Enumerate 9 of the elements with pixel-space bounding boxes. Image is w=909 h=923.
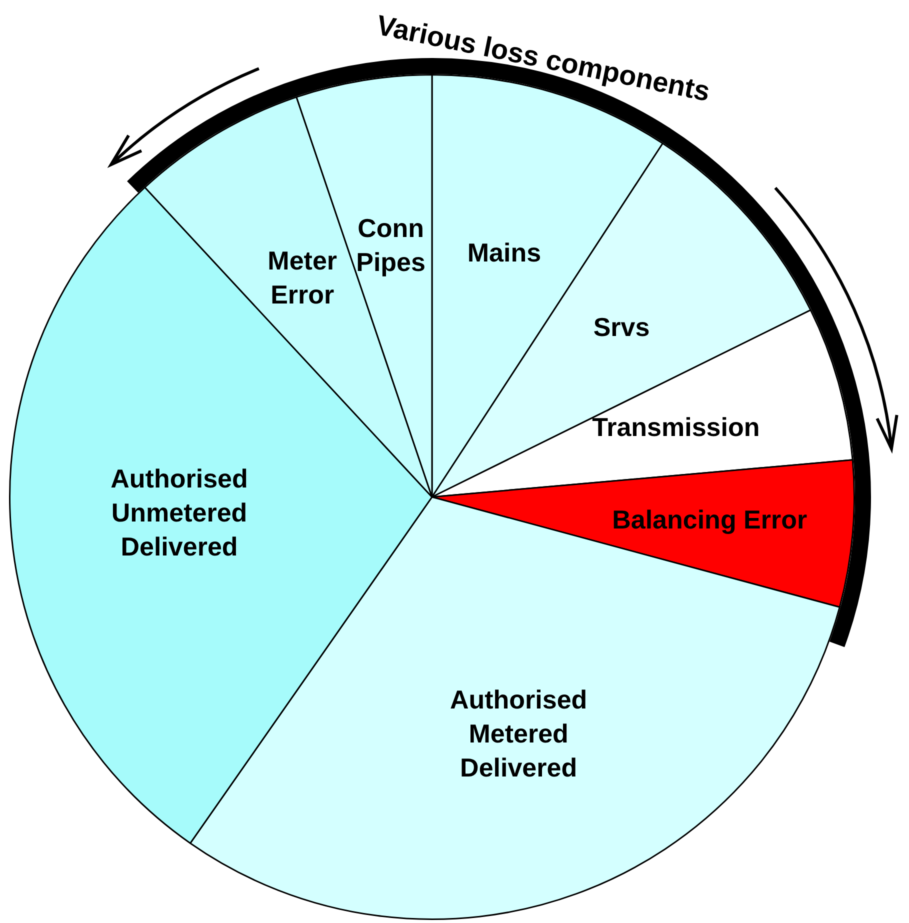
slice-label: Transmission <box>592 412 760 442</box>
slice-label: Authorised Metered Delivered <box>450 684 588 782</box>
slice-label: Conn Pipes <box>356 213 426 278</box>
slice-label: Srvs <box>593 312 650 342</box>
slice-label: Meter Error <box>268 246 338 310</box>
text: Various loss components <box>374 9 713 108</box>
slice-label: Authorised Unmetered Delivered <box>110 464 248 562</box>
slice-label: Balancing Error <box>612 504 808 535</box>
slice-label: Mains <box>467 237 542 268</box>
